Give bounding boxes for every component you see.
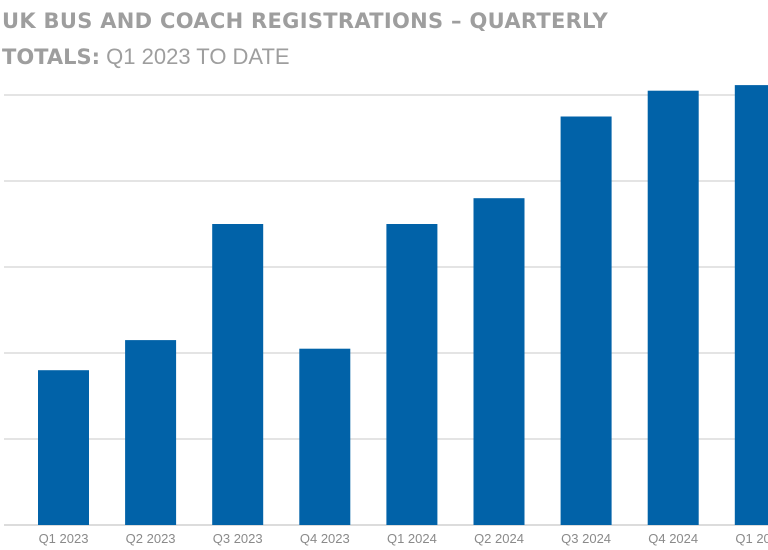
chart-title: UK BUS AND COACH REGISTRATIONS – QUARTER… xyxy=(2,9,609,33)
subtitle-rest: Q1 2023 TO DATE xyxy=(106,44,290,69)
x-tick-label: Q3 2023 xyxy=(213,531,263,546)
bar-q1-2023 xyxy=(38,370,89,525)
chart-subtitle: TOTALS: Q1 2023 TO DATE xyxy=(2,44,290,70)
x-tick-label: Q1 2025 xyxy=(735,531,768,546)
x-tick-label: Q4 2024 xyxy=(648,531,698,546)
bar-q3-2023 xyxy=(212,224,264,525)
x-tick-label: Q2 2024 xyxy=(474,531,524,546)
bar-q3-2024 xyxy=(560,116,612,525)
bar-q4-2023 xyxy=(299,348,351,525)
x-tick-label: Q1 2023 xyxy=(39,531,89,546)
x-tick-labels: Q1 2023 Q2 2023 Q3 2023 Q4 2023 Q1 2024 Q2 20… xyxy=(39,531,768,546)
bars xyxy=(38,85,768,526)
x-tick-label: Q4 2023 xyxy=(300,531,350,546)
bar-q2-2023 xyxy=(125,340,177,525)
bar-q1-2025 xyxy=(734,85,768,526)
subtitle-strong: TOTALS: xyxy=(2,45,101,69)
bar-q4-2024 xyxy=(647,90,699,525)
x-tick-label: Q3 2024 xyxy=(561,531,611,546)
bar-q2-2024 xyxy=(473,198,525,525)
bar-q1-2024 xyxy=(386,224,438,525)
x-tick-label: Q2 2023 xyxy=(126,531,176,546)
x-tick-label: Q1 2024 xyxy=(387,531,437,546)
